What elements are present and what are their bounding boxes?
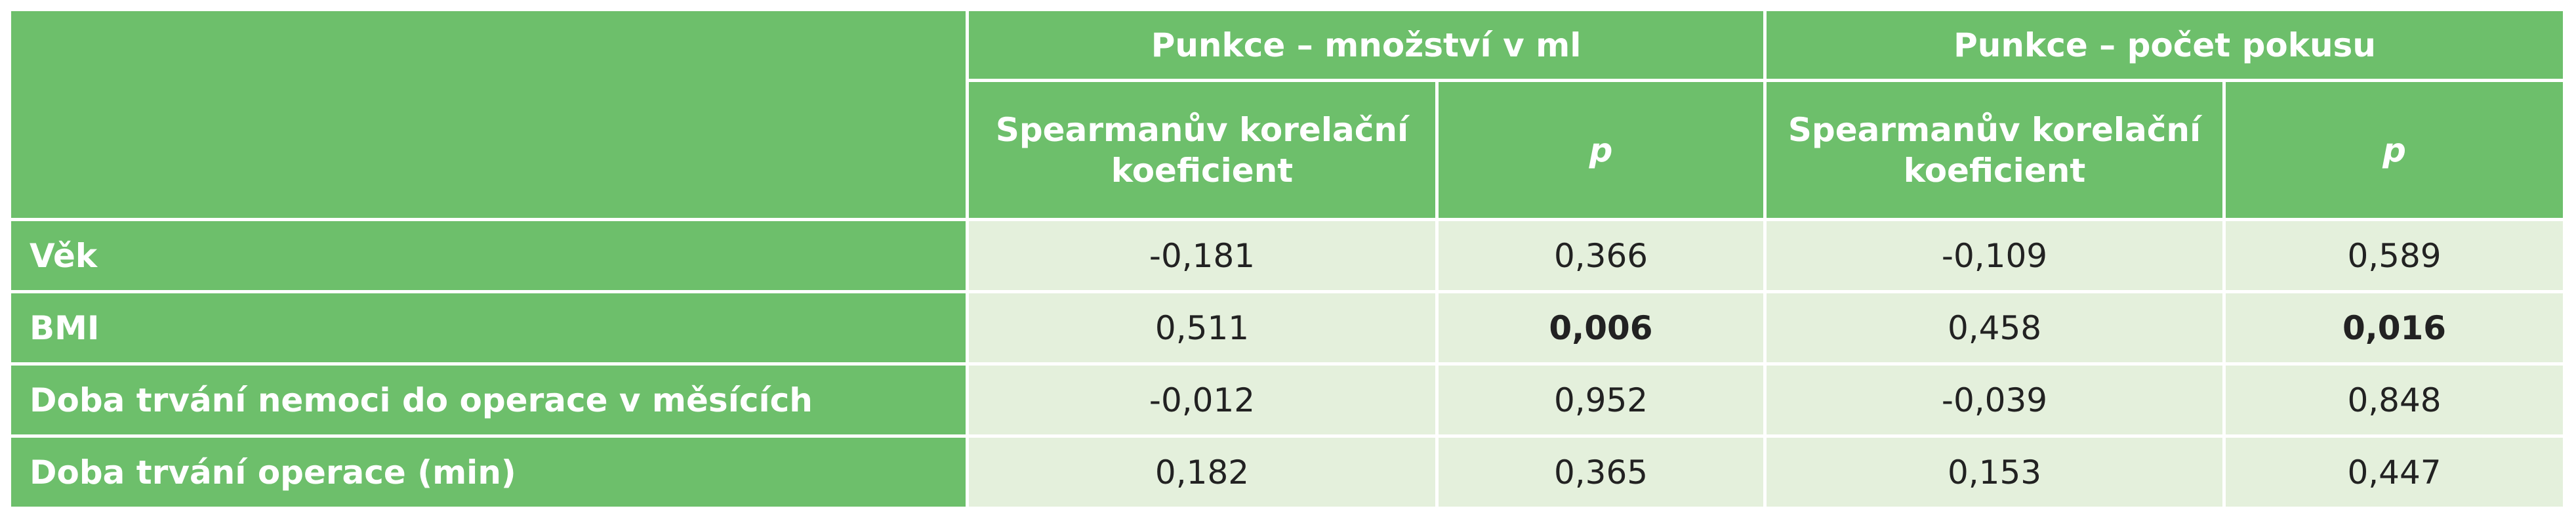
table-wrap: Punkce – množství v ml Punkce – počet po… [8,8,2567,510]
cell: 0,511 [966,290,1439,366]
cell: -0,039 [1763,362,2226,438]
subheader-row: Spearmanův korelační koeficient p Spearm… [10,79,2567,221]
data-row: Věk -0,181 0,366 -0,109 0,589 [8,218,2567,293]
row-label: Doba trvání operace (min) [8,434,969,510]
cell: 0,365 [1435,434,1767,510]
cell: 0,952 [1435,362,1767,438]
group-header: Punkce – množství v ml [965,8,1767,82]
subheader: Spearmanův korelační koeficient [966,79,1439,221]
subheader: Spearmanův korelační koeficient [1763,79,2226,221]
data-row: Doba trvání operace (min) 0,182 0,365 0,… [8,434,2567,510]
subheader: p [2222,79,2567,221]
cell: 0,447 [2222,434,2567,510]
cell: -0,012 [966,362,1439,438]
group-header: Punkce – počet pokusu [1763,8,2567,82]
cell: 0,366 [1435,218,1767,293]
cell: 0,153 [1763,434,2226,510]
data-row: BMI 0,511 0,006 0,458 0,016 [8,290,2567,366]
cell: 0,016 [2222,290,2567,366]
data-row: Doba trvání nemoci do operace v měsících… [8,362,2567,438]
cell: 0,006 [1435,290,1767,366]
row-label: BMI [8,290,969,366]
row-label: Doba trvání nemoci do operace v měsících [8,362,969,438]
subheader: p [1435,79,1767,221]
cell: 0,182 [966,434,1439,510]
cell: -0,181 [966,218,1439,293]
cell: 0,589 [2222,218,2567,293]
cell: -0,109 [1763,218,2226,293]
corner-cell [8,8,969,221]
header-row: Punkce – množství v ml Punkce – počet po… [8,8,2567,221]
cell: 0,848 [2222,362,2567,438]
results-table: Punkce – množství v ml Punkce – počet po… [8,8,2567,510]
row-label: Věk [8,218,969,293]
cell: 0,458 [1763,290,2226,366]
